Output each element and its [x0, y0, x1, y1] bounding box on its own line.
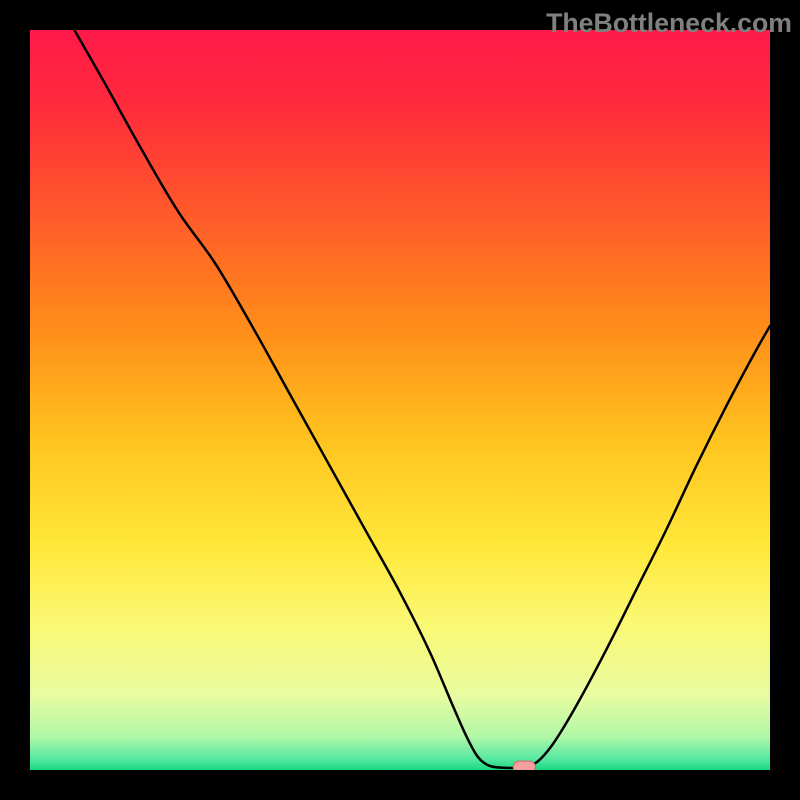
plot-area: [30, 30, 770, 770]
chart-container: TheBottleneck.com: [0, 0, 800, 800]
gradient-background: [30, 30, 770, 770]
optimum-marker: [513, 761, 535, 770]
chart-svg: [30, 30, 770, 770]
watermark-text: TheBottleneck.com: [546, 8, 792, 39]
